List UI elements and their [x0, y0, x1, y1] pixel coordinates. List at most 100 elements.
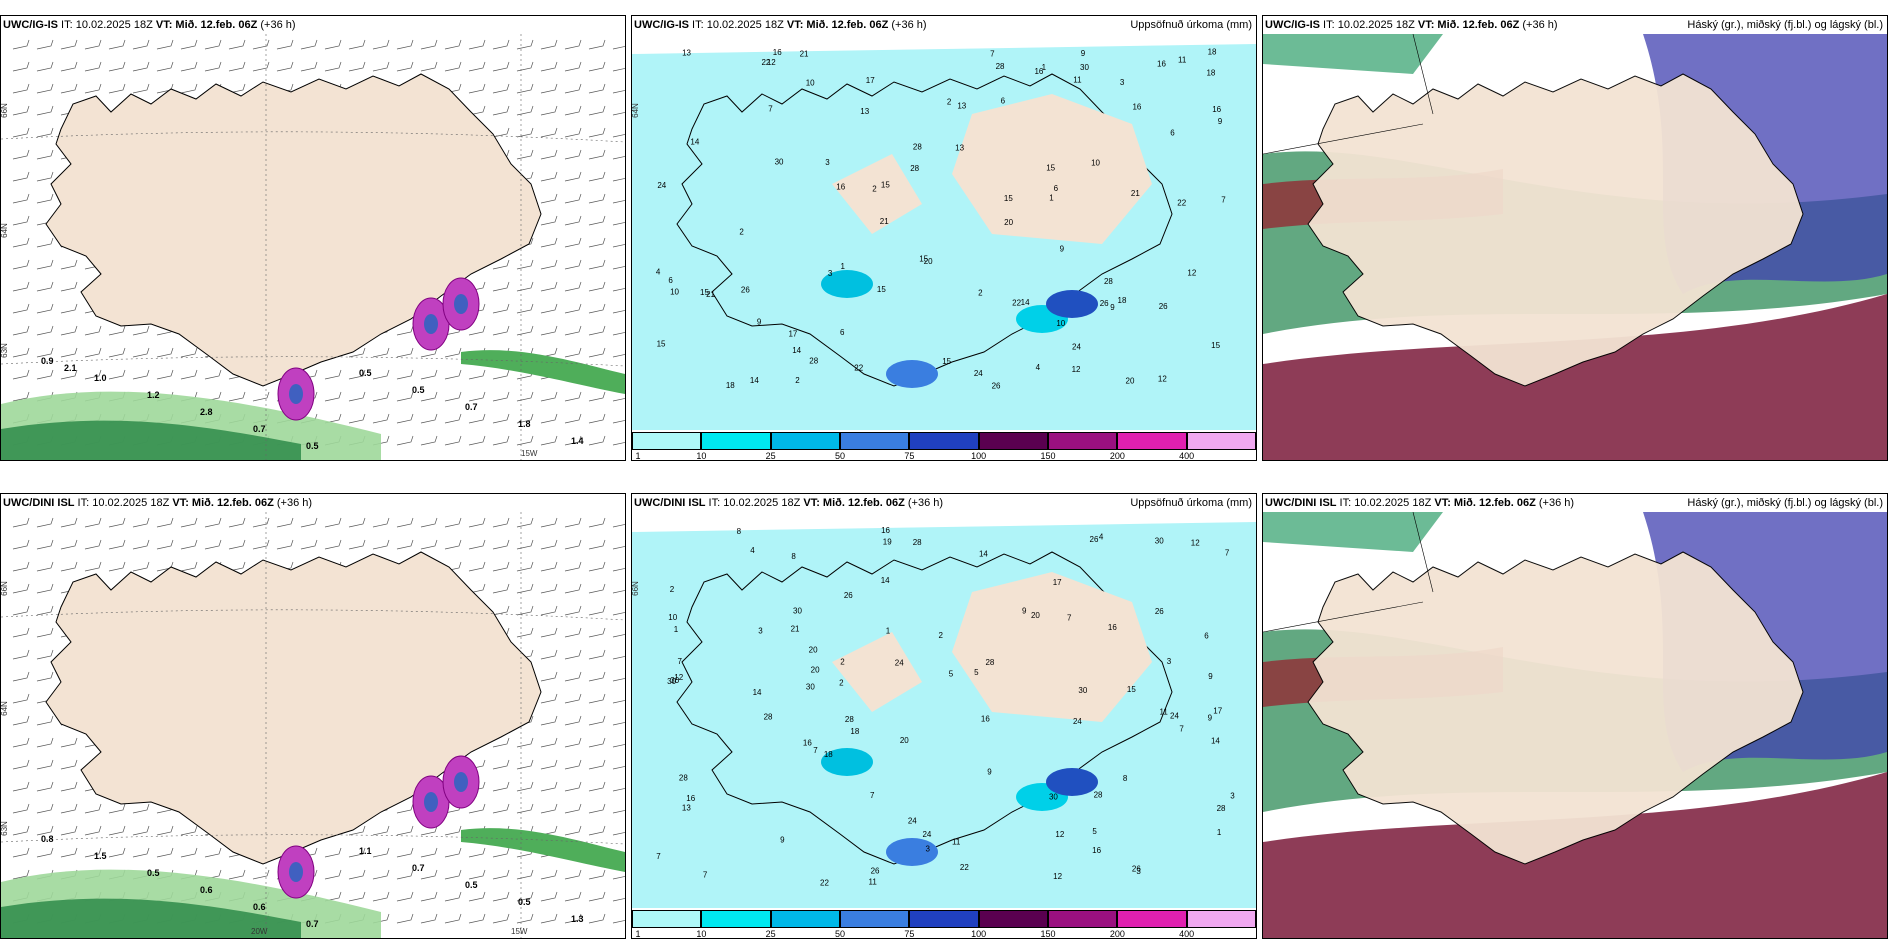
- precip-value-label: 0.5: [306, 441, 319, 451]
- accum-value-label: 13: [860, 107, 869, 116]
- field-title: Háský (gr.), miðský (fj.bl.) og lágský (…: [1687, 497, 1883, 509]
- accum-value-label: 7: [990, 50, 995, 59]
- precip-value-label: 2.8: [200, 407, 213, 417]
- accum-value-label: 1: [1049, 194, 1054, 203]
- accum-value-label: 30: [667, 677, 676, 686]
- colorbar-swatch: [909, 432, 979, 450]
- precip-value-label: 0.8: [41, 834, 54, 844]
- accum-value-label: 6: [668, 276, 673, 285]
- accum-value-label: 16: [1092, 846, 1101, 855]
- colorbar-swatch: [1048, 432, 1118, 450]
- model-name: UWC/DINI ISL: [3, 497, 75, 509]
- accum-value-label: 7: [677, 657, 682, 666]
- precip-value-label: 1.2: [147, 390, 160, 400]
- accum-value-label: 24: [1073, 717, 1082, 726]
- lead-time: (+36 h): [891, 19, 927, 31]
- accum-value-label: 16: [836, 182, 845, 191]
- accum-value-label: 14: [881, 576, 890, 585]
- accum-value-label: 20: [900, 736, 909, 745]
- accum-value-label: 20: [809, 645, 818, 654]
- accum-value-label: 18: [1206, 69, 1215, 78]
- accum-value-label: 22: [1177, 199, 1186, 208]
- accum-value-label: 16: [773, 48, 782, 57]
- accum-value-label: 9: [1208, 672, 1213, 681]
- accum-value-label: 11: [952, 837, 961, 846]
- accum-value-label: 28: [1217, 804, 1226, 813]
- map-area: [1263, 512, 1887, 938]
- accum-value-label: 10: [1091, 158, 1100, 167]
- accum-value-label: 14: [690, 137, 699, 146]
- accum-value-label: 26: [1159, 302, 1168, 311]
- accum-value-label: 10: [670, 288, 679, 297]
- accum-value-label: 14: [1211, 737, 1220, 746]
- accum-value-label: 17: [866, 76, 875, 85]
- model-name: UWC/IG-IS: [634, 19, 689, 31]
- panel-header: UWC/IG-IS IT: 10.02.2025 18Z VT: Mið. 12…: [1263, 16, 1887, 34]
- accum-value-label: 20: [924, 257, 933, 266]
- lead-time: (+36 h): [1522, 19, 1558, 31]
- accum-value-label: 28: [845, 715, 854, 724]
- panel-top-right: UWC/IG-IS IT: 10.02.2025 18Z VT: Mið. 12…: [1262, 15, 1888, 461]
- accum-value-label: 9: [987, 768, 992, 777]
- accum-value-label: 15: [1004, 194, 1013, 203]
- colorbar-swatch: [978, 432, 1048, 450]
- accum-value-label: 11: [1159, 707, 1168, 716]
- panel-header: UWC/IG-IS IT: 10.02.2025 18Z VT: Mið. 12…: [632, 16, 1256, 34]
- accum-value-label: 28: [985, 658, 994, 667]
- valid-time: Mið. 12.feb. 06Z: [188, 497, 277, 509]
- accum-value-label: 30: [1049, 792, 1058, 801]
- valid-time-label: VT:: [1417, 19, 1435, 31]
- map-svg: 0.9 1.0 1.2 2.8 0.7 0.5 0.5 0.5 0.7 1.8 1.4 2.1: [1, 34, 625, 460]
- accum-value-label: 11: [868, 877, 877, 886]
- latitude-label: 64N: [0, 223, 9, 238]
- accum-value-label: 7: [768, 104, 773, 113]
- longitude-label: 15W: [521, 449, 538, 458]
- iceland-land: [1307, 73, 1804, 387]
- precip-value-label: 1.5: [94, 851, 107, 861]
- accum-value-label: 15: [919, 255, 928, 264]
- accum-value-label: 21: [706, 290, 715, 299]
- model-name: UWC/IG-IS: [1265, 19, 1320, 31]
- accum-value-label: 6: [840, 328, 845, 337]
- accum-value-label: 2: [739, 227, 744, 236]
- init-time: IT: 10.02.2025 18Z: [689, 19, 787, 31]
- accum-value-label: 28: [764, 713, 773, 722]
- accum-value-label: 12: [1055, 830, 1064, 839]
- accum-value-label: 30: [806, 682, 815, 691]
- accum-value-label: 4: [1036, 363, 1041, 372]
- accum-value-label: 3: [1136, 867, 1141, 876]
- accum-value-label: 1: [886, 626, 891, 635]
- accum-value-label: 22: [854, 364, 863, 373]
- precip-value-label: 0.5: [359, 368, 372, 378]
- accum-value-label: 1: [1217, 828, 1222, 837]
- heavy-precip-area: [1046, 768, 1098, 796]
- accum-value-label: 30: [793, 607, 802, 616]
- accum-value-label: 24: [657, 181, 666, 190]
- colorbar: 1 10 25 50 75 100 150 200 400: [632, 908, 1256, 938]
- field-title: Uppsöfnuð úrkoma (mm): [1130, 497, 1252, 509]
- accum-value-label: 12: [1072, 365, 1081, 374]
- accum-value-label: 26: [741, 286, 750, 295]
- precip-value-label: 0.7: [465, 402, 478, 412]
- accum-value-label: 3: [926, 845, 931, 854]
- accum-value-label: 21: [1131, 189, 1140, 198]
- accum-value-label: 13: [957, 101, 966, 110]
- accum-value-label: 3: [1167, 657, 1172, 666]
- accum-value-label: 10: [806, 79, 815, 88]
- accum-value-label: 21: [880, 217, 889, 226]
- precip-value-label: 0.7: [412, 863, 425, 873]
- accum-value-label: 8: [791, 552, 796, 561]
- colorbar-tick: 100: [971, 451, 987, 461]
- valid-time: Mið. 12.feb. 06Z: [803, 19, 892, 31]
- panel-top-middle: UWC/IG-IS IT: 10.02.2025 18Z VT: Mið. 12…: [631, 15, 1257, 461]
- colorbar-swatch: [701, 432, 771, 450]
- accum-value-label: 16: [1034, 67, 1043, 76]
- accum-value-label: 7: [813, 746, 818, 755]
- heavy-precip-area: [886, 838, 938, 866]
- accum-value-label: 18: [850, 727, 859, 736]
- colorbar-tick: 50: [834, 451, 846, 461]
- lead-time: (+36 h): [1538, 497, 1575, 509]
- accum-value-label: 9: [1022, 607, 1027, 616]
- accum-value-label: 28: [996, 62, 1005, 71]
